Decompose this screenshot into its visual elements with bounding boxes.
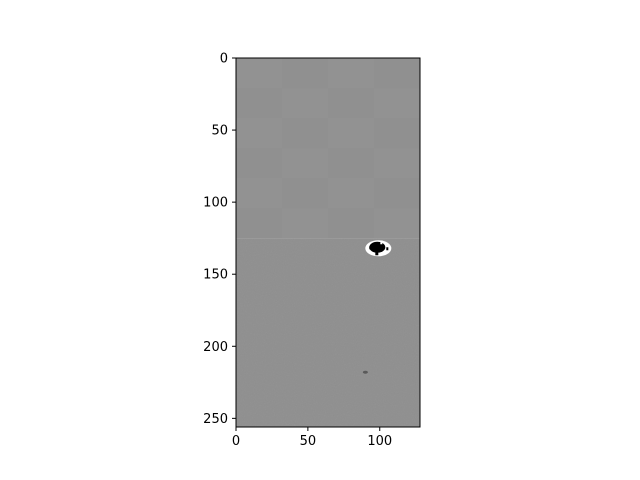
y-tick-label: 250 xyxy=(203,412,228,427)
blob-fleck xyxy=(375,252,379,256)
blob-fleck xyxy=(386,247,389,251)
x-tick-label: 0 xyxy=(232,434,240,449)
upper-block xyxy=(328,208,374,239)
upper-block xyxy=(282,118,328,149)
lower-region-texture xyxy=(236,238,420,427)
upper-block xyxy=(374,58,420,89)
upper-block xyxy=(282,88,328,119)
upper-block xyxy=(236,88,282,119)
y-tick-label: 200 xyxy=(203,340,228,355)
blob-core xyxy=(369,241,386,253)
upper-block xyxy=(236,118,282,149)
blob-fleck xyxy=(369,246,373,250)
upper-block xyxy=(328,88,374,119)
y-tick-label: 150 xyxy=(203,268,228,283)
blob-fleck xyxy=(380,242,383,245)
y-tick-label: 50 xyxy=(211,124,228,139)
x-tick-label: 100 xyxy=(367,434,392,449)
upper-block xyxy=(374,118,420,149)
upper-block xyxy=(328,178,374,209)
upper-block xyxy=(282,148,328,179)
y-tick-label: 0 xyxy=(220,52,228,67)
y-axis: 0 50 100 150 200 250 xyxy=(203,52,236,427)
upper-block xyxy=(236,148,282,179)
upper-block xyxy=(282,208,328,239)
speck xyxy=(362,370,368,374)
upper-block xyxy=(328,118,374,149)
heatmap-features xyxy=(362,240,392,374)
upper-block xyxy=(374,208,420,239)
upper-block xyxy=(328,58,374,89)
upper-block xyxy=(328,148,374,179)
upper-block xyxy=(374,88,420,119)
y-tick-label: 100 xyxy=(203,196,228,211)
heatmap-image xyxy=(236,58,420,427)
upper-block xyxy=(282,58,328,89)
x-axis: 0 50 100 xyxy=(232,427,392,449)
upper-block xyxy=(282,178,328,209)
axes-frame xyxy=(235,57,421,428)
x-tick-label: 50 xyxy=(300,434,317,449)
upper-block xyxy=(236,208,282,239)
upper-block xyxy=(236,58,282,89)
upper-block xyxy=(374,148,420,179)
upper-block xyxy=(236,178,282,209)
upper-block xyxy=(374,178,420,209)
